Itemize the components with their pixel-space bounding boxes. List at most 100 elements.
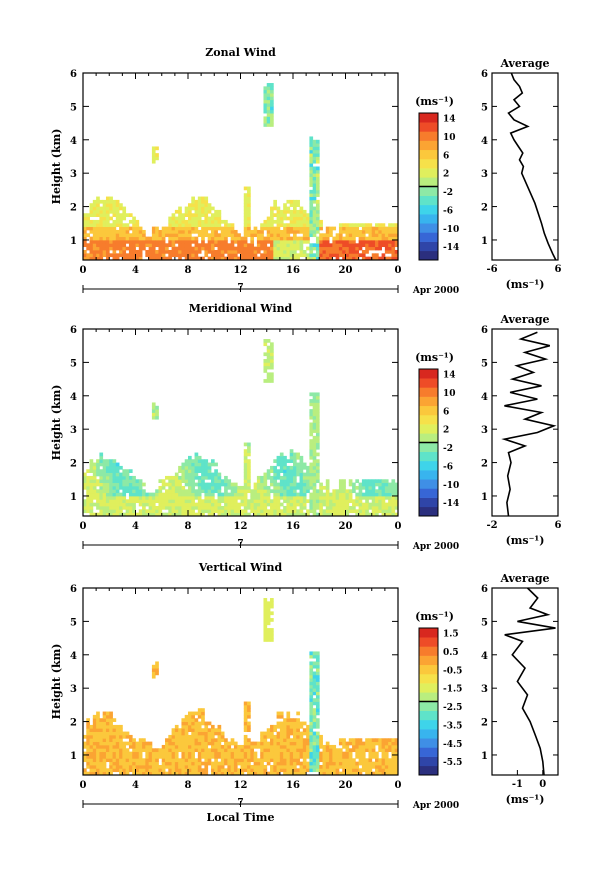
heatmap-cell — [263, 96, 268, 101]
heatmap-cell — [302, 462, 307, 467]
heatmap-cell — [325, 239, 330, 244]
heatmap-cell — [312, 711, 317, 716]
heatmap-cell — [358, 751, 363, 756]
heatmap-cell — [270, 365, 274, 370]
heatmap-cell — [158, 492, 163, 497]
heatmap-cell — [302, 492, 307, 497]
heatmap-cell — [168, 485, 172, 490]
heatmap-cell — [207, 754, 212, 759]
heatmap-cell — [214, 744, 218, 749]
heatmap-cell — [165, 738, 169, 743]
heatmap-cell — [122, 243, 127, 248]
heatmap-cell — [194, 731, 199, 736]
heatmap-cell — [345, 741, 350, 746]
heatmap-cell — [312, 651, 317, 656]
heatmap-cell — [263, 256, 268, 261]
heatmap-cell — [204, 499, 209, 504]
heatmap-cell — [302, 223, 307, 228]
heatmap-cell — [283, 469, 287, 473]
heatmap-cell — [289, 771, 294, 776]
heatmap-cell — [270, 213, 274, 217]
y-tick-label: 4 — [70, 392, 77, 403]
heatmap-cell — [256, 239, 261, 244]
colorbar-segment — [419, 470, 438, 480]
profile-y-tick-label: 4 — [481, 392, 488, 403]
heatmap-cell — [315, 149, 320, 154]
heatmap-cell — [214, 489, 218, 494]
heatmap-cell — [105, 721, 110, 726]
heatmap-cell — [338, 754, 343, 759]
heatmap-cell — [315, 415, 320, 420]
profile-y-tick-label: 2 — [481, 718, 488, 729]
heatmap-cell — [352, 243, 356, 248]
heatmap-cell — [178, 502, 182, 507]
heatmap-cell — [309, 422, 314, 427]
heatmap-cell — [230, 505, 235, 510]
heatmap-cell — [312, 243, 317, 248]
heatmap-cell — [227, 512, 232, 517]
heatmap-cell — [99, 219, 104, 224]
heatmap-cell — [342, 236, 346, 241]
heatmap-cell — [178, 485, 182, 490]
heatmap-cell — [112, 482, 117, 487]
heatmap-cell — [384, 512, 389, 517]
heatmap-cell — [332, 236, 337, 241]
heatmap-cell — [220, 738, 225, 743]
heatmap-cell — [109, 253, 113, 258]
heatmap-cell — [168, 768, 172, 773]
heatmap-cell — [315, 472, 320, 477]
heatmap-cell — [204, 731, 209, 736]
heatmap-cell — [299, 492, 304, 497]
heatmap-cell — [119, 758, 123, 763]
heatmap-cell — [224, 502, 228, 507]
heatmap-cell — [138, 495, 143, 500]
heatmap-cell — [181, 485, 186, 490]
heatmap-cell — [197, 771, 202, 776]
heatmap-cell — [174, 748, 179, 753]
heatmap-cell — [384, 236, 389, 241]
heatmap-cell — [201, 485, 205, 490]
heatmap-cell — [168, 482, 172, 487]
heatmap-cell — [112, 465, 117, 470]
heatmap-cell — [197, 469, 202, 473]
heatmap-cell — [375, 253, 379, 258]
heatmap-cell — [155, 671, 159, 676]
heatmap-cell — [194, 734, 199, 739]
heatmap-cell — [102, 711, 107, 716]
heatmap-cell — [315, 256, 320, 261]
heatmap-cell — [279, 728, 284, 732]
colorbar-tick-label: 14 — [443, 371, 456, 381]
heatmap-cell — [168, 734, 172, 739]
heatmap-cell — [230, 239, 235, 244]
heatmap-cell — [289, 751, 294, 756]
heatmap-cell — [312, 253, 317, 258]
heatmap-cell — [96, 748, 100, 753]
heatmap-cell — [279, 748, 284, 753]
heatmap-cell — [112, 509, 117, 514]
heatmap-cell — [191, 462, 195, 467]
heatmap-cell — [243, 734, 248, 739]
heatmap-cell — [279, 764, 284, 769]
heatmap-cell — [201, 748, 205, 753]
heatmap-cell — [181, 226, 186, 231]
heatmap-cell — [247, 472, 251, 477]
heatmap-cell — [286, 758, 291, 763]
heatmap-cell — [293, 249, 297, 254]
heatmap-cell — [151, 236, 156, 241]
heatmap-cell — [302, 485, 307, 490]
heatmap-cell — [191, 206, 195, 211]
heatmap-cell — [309, 704, 314, 709]
heatmap-cell — [201, 751, 205, 756]
heatmap-cell — [102, 199, 107, 204]
heatmap-cell — [273, 236, 277, 241]
heatmap-cell — [273, 249, 277, 254]
heatmap-cell — [132, 768, 136, 773]
heatmap-cell — [105, 236, 110, 241]
heatmap-cell — [283, 223, 287, 228]
heatmap-cell — [253, 233, 258, 238]
heatmap-cell — [207, 751, 212, 756]
heatmap-cell — [201, 219, 205, 224]
heatmap-cell — [138, 744, 143, 749]
heatmap-cell — [112, 253, 117, 258]
colorbar-segment — [419, 396, 438, 407]
